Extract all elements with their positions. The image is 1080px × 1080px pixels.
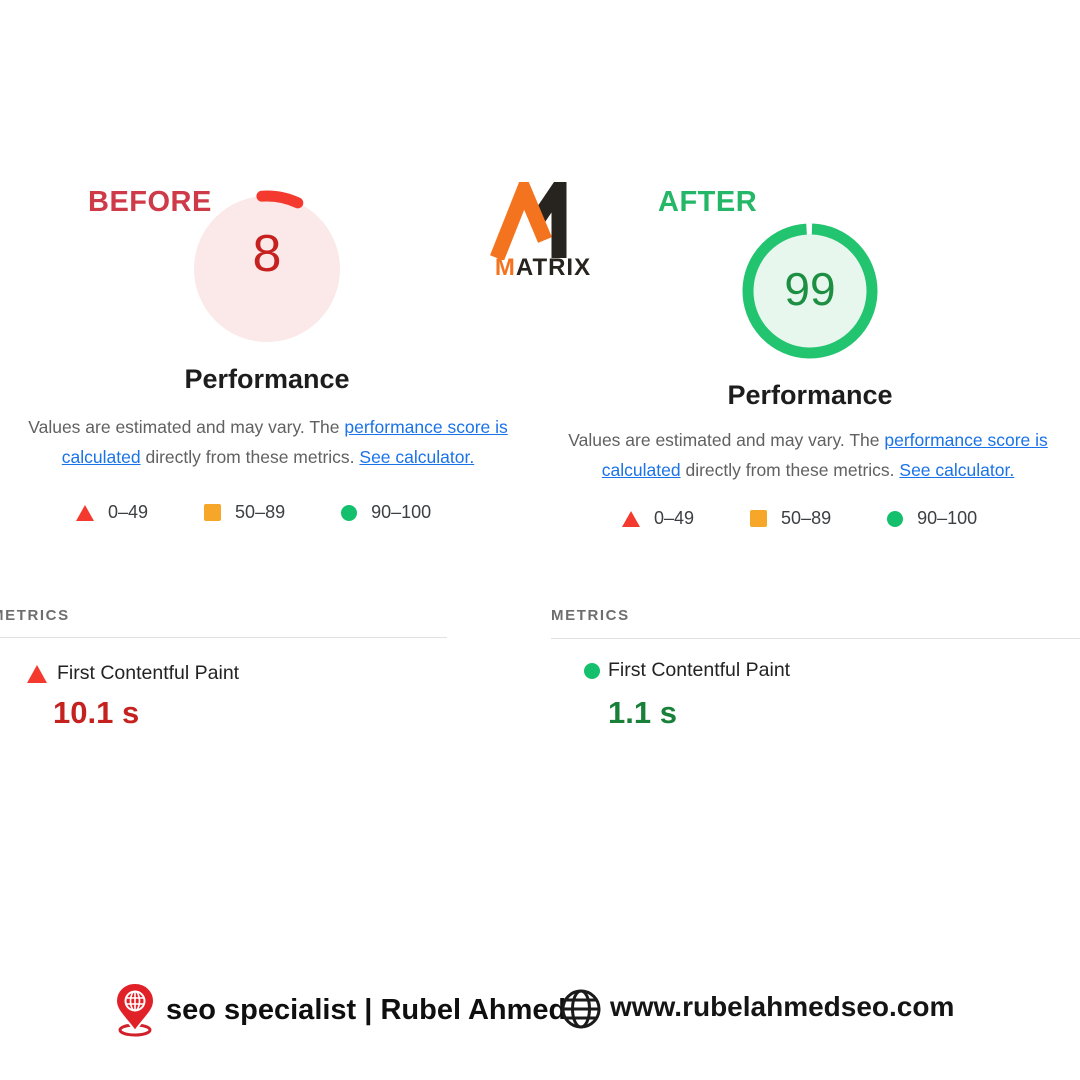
see-calculator-link[interactable]: See calculator. bbox=[359, 447, 475, 467]
footer-website-url[interactable]: www.rubelahmedseo.com bbox=[610, 991, 955, 1022]
before-score-legend: 0–49 50–89 90–100 bbox=[76, 502, 431, 523]
after-metrics-divider bbox=[551, 638, 1080, 639]
matrix-wordmark-m: M bbox=[494, 254, 516, 281]
matrix-wordmark: MATRIX bbox=[488, 254, 598, 282]
legend-item-fail: 0–49 bbox=[76, 502, 148, 523]
performance-score-link[interactable]: performance score is calculated bbox=[61, 417, 508, 467]
location-pin-icon bbox=[110, 981, 160, 1038]
after-gauge-graphic bbox=[742, 223, 878, 359]
pin-globe-icon bbox=[114, 981, 156, 1037]
before-gauge-arc bbox=[256, 190, 304, 209]
matrix-m-black-stroke bbox=[529, 163, 567, 258]
legend-label: 0–49 bbox=[654, 508, 695, 528]
before-fcp-value: 10.1 s bbox=[53, 695, 140, 730]
disclaimer-text-2: directly from these metrics. bbox=[140, 447, 360, 467]
legend-label: 0–49 bbox=[108, 502, 149, 522]
legend-item-average: 50–89 bbox=[750, 508, 831, 529]
matrix-wordmark-atrix: ATRIX bbox=[515, 254, 592, 281]
red-triangle-icon bbox=[622, 510, 640, 527]
after-fcp-value: 1.1 s bbox=[608, 695, 677, 730]
globe-wireframe bbox=[561, 989, 601, 1029]
legend-label: 90–100 bbox=[371, 502, 432, 522]
after-gauge-fill bbox=[753, 234, 867, 348]
performance-score-link[interactable]: performance score is calculated bbox=[601, 430, 1048, 480]
after-performance-gauge: 99 bbox=[730, 211, 890, 371]
disclaimer-text-2: directly from these metrics. bbox=[680, 460, 900, 480]
before-score-disclaimer: Values are estimated and may vary. The p… bbox=[12, 412, 524, 472]
before-metrics-header: METRICS bbox=[0, 607, 70, 624]
after-score: 99 bbox=[784, 263, 836, 315]
before-metrics-divider bbox=[0, 637, 447, 638]
green-circle-icon bbox=[341, 504, 358, 521]
legend-item-pass: 90–100 bbox=[887, 508, 977, 529]
after-label: AFTER bbox=[658, 186, 758, 218]
legend-label: 50–89 bbox=[235, 502, 286, 522]
orange-square-icon bbox=[750, 510, 768, 527]
legend-item-fail: 0–49 bbox=[622, 508, 694, 529]
before-performance-title: Performance bbox=[184, 364, 350, 394]
before-performance-gauge: 8 bbox=[182, 184, 352, 354]
before-gauge-graphic bbox=[194, 190, 340, 342]
legend-label: 50–89 bbox=[781, 508, 832, 528]
matrix-m-glyph bbox=[490, 163, 567, 261]
orange-square-icon bbox=[204, 504, 222, 521]
matrix-m-orange-stroke bbox=[490, 170, 552, 261]
before-gauge-fill bbox=[194, 196, 340, 342]
green-circle-icon bbox=[887, 510, 904, 527]
before-label: BEFORE bbox=[88, 186, 212, 218]
disclaimer-text-1: Values are estimated and may vary. The bbox=[568, 430, 885, 450]
legend-item-pass: 90–100 bbox=[341, 502, 431, 523]
globe-icon bbox=[560, 988, 602, 1030]
red-triangle-icon bbox=[27, 665, 47, 683]
disclaimer-text-1: Values are estimated and may vary. The bbox=[28, 417, 345, 437]
legend-label: 90–100 bbox=[917, 508, 978, 528]
green-circle-icon bbox=[584, 663, 600, 679]
footer-author-text: seo specialist | Rubel Ahmed bbox=[166, 994, 567, 1026]
after-fcp-label: First Contentful Paint bbox=[608, 659, 791, 681]
before-fcp-label: First Contentful Paint bbox=[57, 662, 240, 684]
see-calculator-link[interactable]: See calculator. bbox=[899, 460, 1015, 480]
red-triangle-icon bbox=[76, 504, 94, 521]
legend-item-average: 50–89 bbox=[204, 502, 285, 523]
after-score-disclaimer: Values are estimated and may vary. The p… bbox=[552, 425, 1064, 485]
after-metrics-header: METRICS bbox=[551, 607, 630, 624]
after-score-legend: 0–49 50–89 90–100 bbox=[622, 508, 977, 529]
before-score: 8 bbox=[252, 225, 282, 283]
after-performance-title: Performance bbox=[727, 380, 893, 410]
matrix-logo-icon bbox=[488, 163, 598, 261]
